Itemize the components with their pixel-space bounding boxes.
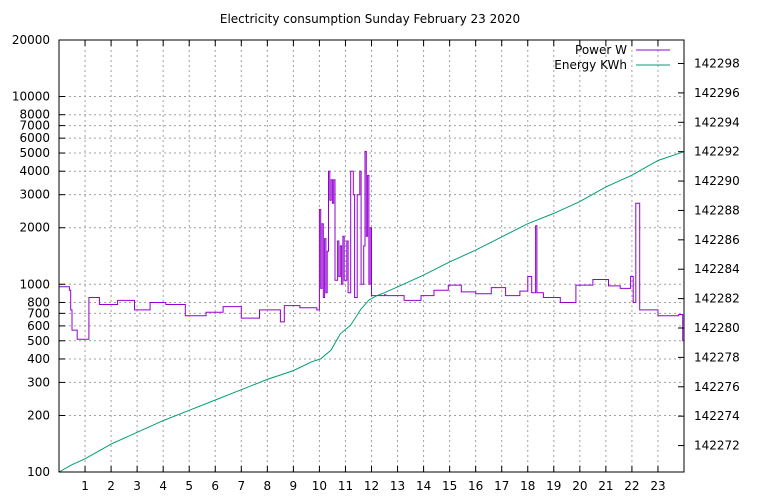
y-left-tick-label: 100 (27, 465, 50, 479)
x-tick-label: 12 (364, 479, 379, 493)
x-tick-label: 23 (650, 479, 665, 493)
x-tick-label: 8 (264, 479, 272, 493)
x-tick-label: 11 (338, 479, 353, 493)
y-left-tick-label: 6000 (19, 131, 50, 145)
x-tick-label: 15 (442, 479, 457, 493)
y-right-tick-label: 142284 (694, 262, 740, 276)
y-left-tick-label: 8000 (19, 108, 50, 122)
x-tick-label: 2 (107, 479, 115, 493)
x-tick-label: 10 (312, 479, 327, 493)
y-left-tick-label: 700 (27, 306, 50, 320)
y-right-tick-label: 142288 (694, 203, 740, 217)
x-tick-label: 22 (624, 479, 639, 493)
series-line-power-w (59, 150, 684, 342)
x-tick-label: 7 (237, 479, 245, 493)
x-tick-label: 5 (185, 479, 193, 493)
y-left-tick-label: 20000 (12, 33, 50, 47)
x-tick-label: 18 (520, 479, 535, 493)
series-line-energy-kwh (58, 151, 685, 473)
label-layer: 1 2 3 4 5 6 7 8 9 10 11 12 13 14 15 16 17 18 19 20 21 22 23100… (12, 33, 740, 493)
y-left-tick-label: 3000 (19, 188, 50, 202)
y-right-tick-label: 142286 (694, 233, 740, 247)
x-tick-label: 14 (416, 479, 431, 493)
x-tick-label: 16 (468, 479, 483, 493)
y-left-tick-label: 500 (27, 334, 50, 348)
legend-label-energy-kwh: Energy KWh (554, 58, 627, 72)
y-left-tick-label: 600 (27, 319, 50, 333)
y-left-tick-label: 300 (27, 375, 50, 389)
y-left-tick-label: 800 (27, 295, 50, 309)
y-right-tick-label: 142294 (694, 115, 740, 129)
chart-title: Electricity consumption Sunday February … (220, 12, 520, 26)
y-right-tick-label: 142292 (694, 145, 740, 159)
y-left-tick-label: 400 (27, 352, 50, 366)
y-right-tick-label: 142274 (694, 409, 740, 423)
y-right-tick-label: 142276 (694, 380, 740, 394)
x-tick-label: 19 (546, 479, 561, 493)
x-tick-label: 3 (133, 479, 141, 493)
x-tick-label: 13 (390, 479, 405, 493)
y-right-tick-label: 142272 (694, 439, 740, 453)
x-tick-label: 1 (81, 479, 89, 493)
y-right-tick-label: 142282 (694, 292, 740, 306)
x-tick-label: 9 (290, 479, 298, 493)
y-right-tick-label: 142280 (694, 321, 740, 335)
x-tick-label: 6 (211, 479, 219, 493)
x-tick-label: 21 (598, 479, 613, 493)
y-left-tick-label: 1000 (19, 277, 50, 291)
y-left-tick-label: 2000 (19, 221, 50, 235)
y-right-tick-label: 142278 (694, 350, 740, 364)
y-right-tick-label: 142296 (694, 86, 740, 100)
y-right-tick-label: 142298 (694, 57, 740, 71)
y-left-tick-label: 5000 (19, 146, 50, 160)
y-left-tick-label: 4000 (19, 164, 50, 178)
x-tick-label: 17 (494, 479, 509, 493)
y-left-tick-label: 7000 (19, 119, 50, 133)
x-tick-label: 20 (572, 479, 587, 493)
y-right-tick-label: 142290 (694, 174, 740, 188)
legend-label-power-w: Power W (575, 43, 627, 57)
y-left-tick-label: 10000 (12, 90, 50, 104)
series-layer (58, 150, 685, 473)
x-tick-label: 4 (159, 479, 167, 493)
y-left-tick-label: 200 (27, 408, 50, 422)
tick-layer (59, 39, 684, 473)
